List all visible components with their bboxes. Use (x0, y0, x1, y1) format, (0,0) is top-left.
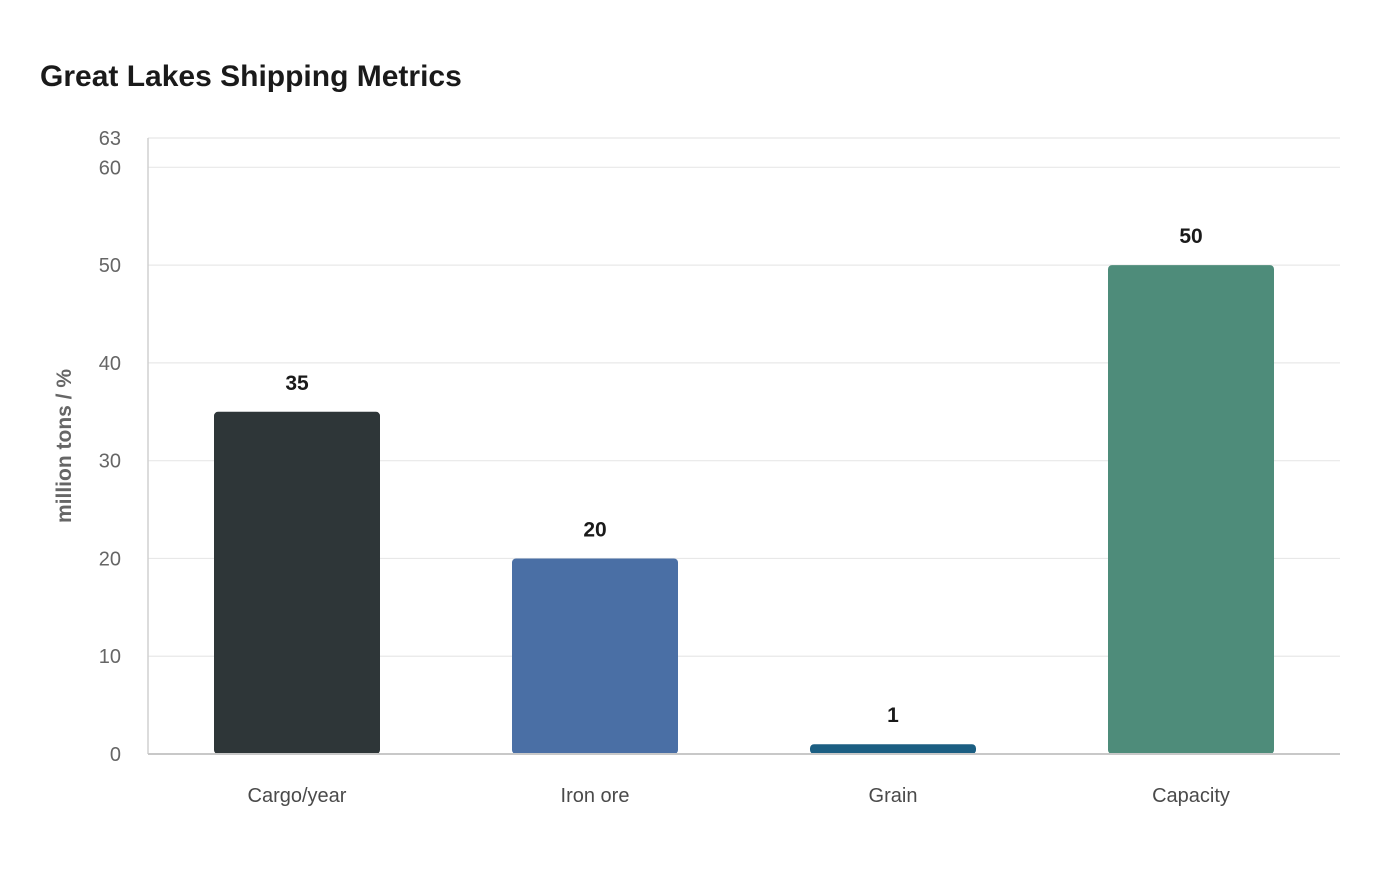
chart-title: Great Lakes Shipping Metrics (40, 60, 462, 93)
x-category-label: Capacity (1152, 785, 1230, 807)
bars: 35 20 1 50 (214, 225, 1274, 754)
bar (214, 411, 380, 754)
y-axis-title: million tons / % (53, 369, 76, 523)
x-category-label: Cargo/year (248, 785, 347, 807)
bar (1108, 265, 1274, 754)
y-tick-label: 10 (99, 646, 121, 668)
x-axis: Cargo/year Iron ore Grain Capacity (148, 753, 1340, 807)
y-tick-label: 50 (99, 255, 121, 277)
bar-value-label: 35 (285, 372, 309, 395)
bar (512, 558, 678, 754)
y-tick-label: 40 (99, 353, 121, 375)
y-tick-label: 0 (110, 744, 121, 766)
x-category-label: Iron ore (561, 785, 630, 807)
bar (810, 744, 976, 754)
y-tick-label: 60 (99, 157, 121, 179)
x-category-label: Grain (869, 785, 918, 807)
bar-value-label: 50 (1179, 225, 1202, 248)
y-tick-label: 20 (99, 548, 121, 570)
bar-value-label: 20 (583, 518, 606, 541)
bar-value-label: 1 (887, 704, 899, 727)
y-tick-label: 30 (99, 451, 121, 473)
y-tick-label: 63 (99, 128, 121, 150)
y-axis: 0 10 20 30 40 50 60 63 (99, 128, 149, 766)
